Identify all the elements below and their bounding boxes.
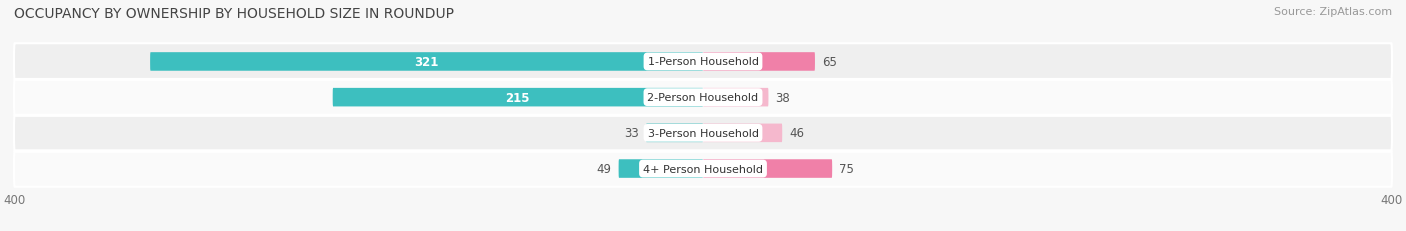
FancyBboxPatch shape (703, 124, 782, 143)
FancyBboxPatch shape (14, 80, 1392, 116)
Text: 4+ Person Household: 4+ Person Household (643, 164, 763, 174)
Text: 321: 321 (415, 56, 439, 69)
Text: 1-Person Household: 1-Person Household (648, 57, 758, 67)
Text: 49: 49 (596, 162, 612, 175)
Text: 38: 38 (775, 91, 790, 104)
FancyBboxPatch shape (619, 160, 703, 178)
FancyBboxPatch shape (14, 44, 1392, 80)
FancyBboxPatch shape (647, 124, 703, 143)
Text: 33: 33 (624, 127, 640, 140)
Text: 3-Person Household: 3-Person Household (648, 128, 758, 138)
FancyBboxPatch shape (150, 53, 703, 71)
Text: 46: 46 (789, 127, 804, 140)
FancyBboxPatch shape (703, 88, 769, 107)
FancyBboxPatch shape (703, 53, 815, 71)
Text: 75: 75 (839, 162, 853, 175)
Text: OCCUPANCY BY OWNERSHIP BY HOUSEHOLD SIZE IN ROUNDUP: OCCUPANCY BY OWNERSHIP BY HOUSEHOLD SIZE… (14, 7, 454, 21)
FancyBboxPatch shape (14, 115, 1392, 151)
Text: 65: 65 (823, 56, 837, 69)
Text: 2-Person Household: 2-Person Household (647, 93, 759, 103)
FancyBboxPatch shape (14, 151, 1392, 187)
Text: 215: 215 (506, 91, 530, 104)
FancyBboxPatch shape (333, 88, 703, 107)
FancyBboxPatch shape (703, 160, 832, 178)
Text: Source: ZipAtlas.com: Source: ZipAtlas.com (1274, 7, 1392, 17)
